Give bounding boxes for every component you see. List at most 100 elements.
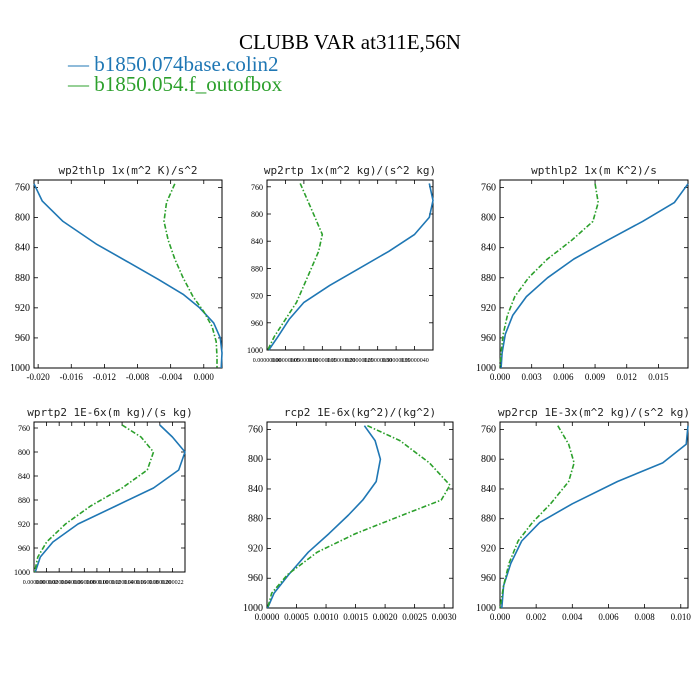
x-tick-label: 0.004 [562,612,583,622]
series-line-2 [266,183,324,351]
x-tick-label: 0.00000010 [290,358,319,364]
y-tick-label: 960 [248,573,263,584]
x-tick-label: 0.0005 [284,612,309,622]
x-tick-label: 0.000020 [149,580,172,586]
y-tick-label: 1000 [247,346,263,355]
y-tick-label: 840 [481,243,496,254]
x-tick-label: 0.000006 [61,580,84,586]
x-tick-label: 0.0010 [314,612,339,622]
y-tick-label: 1000 [476,363,496,374]
y-tick-label: 760 [481,183,496,194]
y-tick-label: 960 [251,319,263,328]
y-tick-label: 840 [248,484,263,495]
plot-frame [33,179,223,369]
x-tick-label: 0.006 [598,612,619,622]
panel-title: wp2rtp 1x(m^2 kg)/(s^2 kg) [264,164,436,177]
y-tick-label: 1000 [10,363,30,374]
x-tick-label: 0.00000020 [327,358,356,364]
x-tick-label: 0.012 [617,372,637,382]
y-tick-label: 880 [481,273,496,284]
x-tick-label: -0.012 [93,372,116,382]
legend-label-2: b1850.054.f_outofbox [94,72,283,96]
y-tick-label: 840 [481,484,496,495]
panel-5: rcp2 1E-6x(kg^2)/(kg^2) 760 800 840 880 920 96… [243,406,457,622]
y-tick-label: 920 [248,543,263,554]
x-tick-label: 0.000002 [35,580,58,586]
y-tick-label: 960 [15,333,30,344]
x-tick-label: -0.008 [126,372,150,382]
x-tick-label: 0.00000005 [271,358,300,364]
series-line-1 [268,183,434,351]
x-tick-label: 0.000 [490,612,511,622]
x-tick-label: 0.00000035 [382,358,411,364]
y-tick-label: 800 [481,454,496,465]
y-tick-label: 760 [248,424,263,435]
y-tick-label: 880 [481,514,496,525]
y-tick-label: 760 [251,183,263,192]
y-tick-label: 880 [18,496,30,505]
y-tick-label: 960 [481,333,496,344]
panel-title: wprtp2 1E-6x(m kg)/(s kg) [27,406,193,419]
y-tick-label: 800 [15,213,30,224]
y-tick-label: 920 [481,303,496,314]
x-tick-label: 0.0020 [373,612,398,622]
y-tick-label: 960 [18,544,30,553]
panel-title: wpthlp2 1x(m K^2)/s [531,164,657,177]
x-tick-label: 0.002 [526,612,546,622]
x-tick-label: -0.004 [159,372,183,382]
x-tick-label: 0.0000 [255,612,280,622]
x-tick-label: 0.000014 [111,580,134,586]
panel-3: wpthlp2 1x(m K^2)/s 760 800 840 880 920 960 100… [476,164,689,382]
x-tick-label: 0.008 [634,612,655,622]
x-tick-label: 0.006 [553,372,574,382]
y-tick-label: 800 [251,210,263,219]
panel-title: rcp2 1E-6x(kg^2)/(kg^2) [284,406,436,419]
y-tick-label: 800 [248,454,263,465]
y-tick-label: 920 [15,303,30,314]
x-tick-label: 0.00000025 [345,358,374,364]
legend-entry-1: — b1850.074base.colin2 [68,52,279,77]
x-tick-label: 0.0025 [402,612,427,622]
x-tick-label: 0.00000015 [308,358,337,364]
y-tick-label: 760 [481,424,496,435]
plot-frame [499,179,689,369]
x-tick-label: 0.000000 [23,580,46,586]
y-tick-label: 1000 [243,603,263,614]
legend-label-1: b1850.074base.colin2 [94,52,279,76]
plot-frame [266,421,454,609]
y-tick-label: 840 [18,472,30,481]
legend-line-green: — [68,72,95,96]
series-line-2 [266,424,451,609]
series-line-2 [499,425,575,609]
panel-title: wp2rcp 1E-3x(m^2 kg)/(s^2 kg) [498,406,690,419]
y-tick-label: 920 [481,543,496,554]
x-tick-label: 0.000 [490,372,511,382]
x-tick-label: 0.000016 [123,580,146,586]
y-tick-label: 760 [18,424,30,433]
plot-frame [33,421,186,573]
y-tick-label: 800 [481,213,496,224]
x-tick-label: 0.000012 [98,580,121,586]
series-line-2 [33,424,155,573]
series-line-2 [499,183,600,369]
x-tick-label: 0.00000040 [400,358,429,364]
plot-frame [499,421,689,609]
x-tick-label: 0.000008 [73,580,96,586]
series-line-1 [266,425,382,609]
plot-frame [266,179,434,351]
x-tick-label: 0.0030 [432,612,457,622]
x-tick-label: 0.00000030 [363,358,392,364]
y-tick-label: 800 [18,448,30,457]
x-tick-label: 0.015 [648,372,669,382]
y-tick-label: 960 [481,573,496,584]
x-tick-label: 0.010 [671,612,692,622]
y-tick-label: 920 [18,520,30,529]
legend-entry-2: — b1850.054.f_outofbox [68,72,282,97]
y-tick-label: 1000 [476,603,496,614]
x-tick-label: 0.000010 [86,580,109,586]
x-tick-label: 0.003 [522,372,543,382]
x-tick-label: 0.00000000 [253,358,282,364]
panel-6: wp2rcp 1E-3x(m^2 kg)/(s^2 kg)760 800 840 88… [476,406,691,622]
y-tick-label: 760 [15,183,30,194]
